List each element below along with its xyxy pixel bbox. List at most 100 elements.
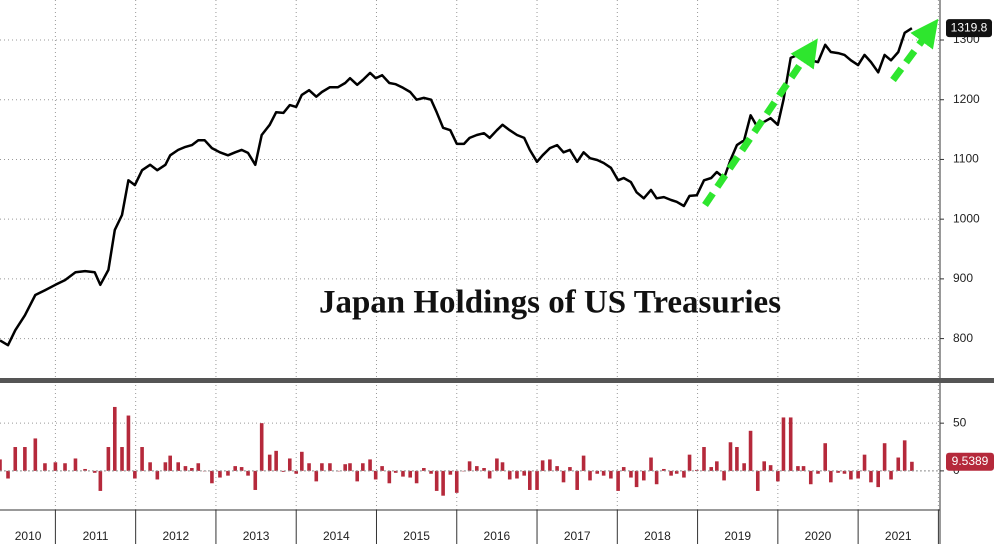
bar — [267, 454, 272, 471]
bar — [862, 454, 867, 471]
bar — [535, 470, 539, 490]
bar — [528, 470, 532, 490]
bar — [148, 462, 152, 471]
y-tick-label: 900 — [953, 271, 973, 285]
bar — [634, 470, 639, 488]
bar — [218, 470, 222, 478]
y-tick-label: 800 — [953, 331, 973, 345]
bar — [540, 460, 545, 471]
bar — [53, 462, 58, 471]
last-value-box — [946, 19, 992, 38]
bar — [849, 470, 853, 480]
bar — [842, 470, 847, 474]
bar — [233, 466, 238, 471]
last-value-label: 1319.8 — [951, 20, 988, 34]
trend-arrow — [890, 18, 939, 83]
bar — [401, 470, 405, 477]
bar — [168, 455, 172, 471]
bar — [621, 467, 626, 471]
holdings-line — [0, 27, 913, 347]
bar — [609, 470, 613, 479]
y-tick-label: 50 — [953, 415, 967, 429]
bar — [768, 465, 773, 471]
panel-divider — [0, 378, 994, 383]
y-tick-label: 1000 — [953, 211, 980, 225]
bar — [328, 463, 332, 471]
x-tick-label: 2016 — [484, 529, 511, 543]
bar — [393, 470, 398, 473]
y-tick-label: 1200 — [953, 92, 980, 106]
bar — [429, 470, 433, 474]
bar — [475, 466, 479, 471]
bar — [408, 470, 412, 478]
bar — [307, 463, 311, 471]
bar — [836, 470, 840, 473]
bar — [507, 470, 512, 480]
bar — [140, 447, 144, 471]
bar — [910, 461, 914, 471]
bar — [83, 468, 87, 471]
x-tick-label: 2018 — [644, 529, 671, 543]
x-tick-label: 2021 — [885, 529, 912, 543]
bar — [287, 458, 292, 471]
x-tick-label: 2020 — [805, 529, 832, 543]
bar — [482, 468, 486, 471]
bar — [246, 470, 250, 476]
bar — [126, 415, 131, 471]
bar — [462, 470, 466, 472]
bar — [33, 438, 38, 471]
bar — [669, 470, 673, 476]
bar — [373, 470, 378, 480]
x-tick-label: 2015 — [403, 529, 430, 543]
bar — [6, 470, 10, 479]
bar — [649, 457, 653, 471]
bar — [414, 470, 419, 484]
bar — [702, 447, 706, 471]
bar — [728, 442, 733, 471]
bar — [715, 461, 719, 471]
bar — [422, 468, 426, 471]
bar — [674, 470, 679, 474]
bar — [654, 470, 659, 485]
bar — [808, 470, 813, 485]
bar — [641, 470, 646, 481]
bar — [23, 447, 27, 471]
last-value-label: 9.5389 — [952, 454, 989, 468]
bar — [662, 468, 666, 471]
bar — [92, 470, 97, 473]
bar — [555, 466, 559, 471]
bar — [314, 470, 319, 482]
bar — [120, 447, 124, 471]
bar — [348, 463, 352, 471]
bar — [387, 470, 392, 484]
bar — [467, 461, 472, 471]
bar — [63, 463, 67, 471]
bar — [568, 467, 572, 471]
bar — [588, 470, 592, 481]
bar — [155, 470, 160, 480]
bar — [816, 470, 820, 474]
bar — [682, 470, 686, 478]
bar — [487, 470, 492, 479]
bar — [515, 470, 519, 479]
bar — [500, 462, 505, 471]
bar — [112, 406, 117, 471]
bar — [801, 466, 806, 471]
bar — [434, 470, 439, 491]
last-value-box — [946, 452, 994, 471]
bar — [581, 455, 586, 471]
bar — [343, 464, 347, 471]
x-tick-label: 2014 — [323, 529, 350, 543]
x-tick-label: 2011 — [83, 529, 109, 543]
bar — [274, 450, 278, 471]
bar — [355, 470, 360, 482]
bar — [856, 470, 860, 479]
bar — [495, 458, 499, 471]
bar — [823, 443, 828, 471]
bar — [98, 470, 103, 491]
bar — [239, 467, 244, 471]
bar — [755, 470, 760, 491]
bar — [788, 417, 793, 471]
bar — [196, 463, 201, 471]
